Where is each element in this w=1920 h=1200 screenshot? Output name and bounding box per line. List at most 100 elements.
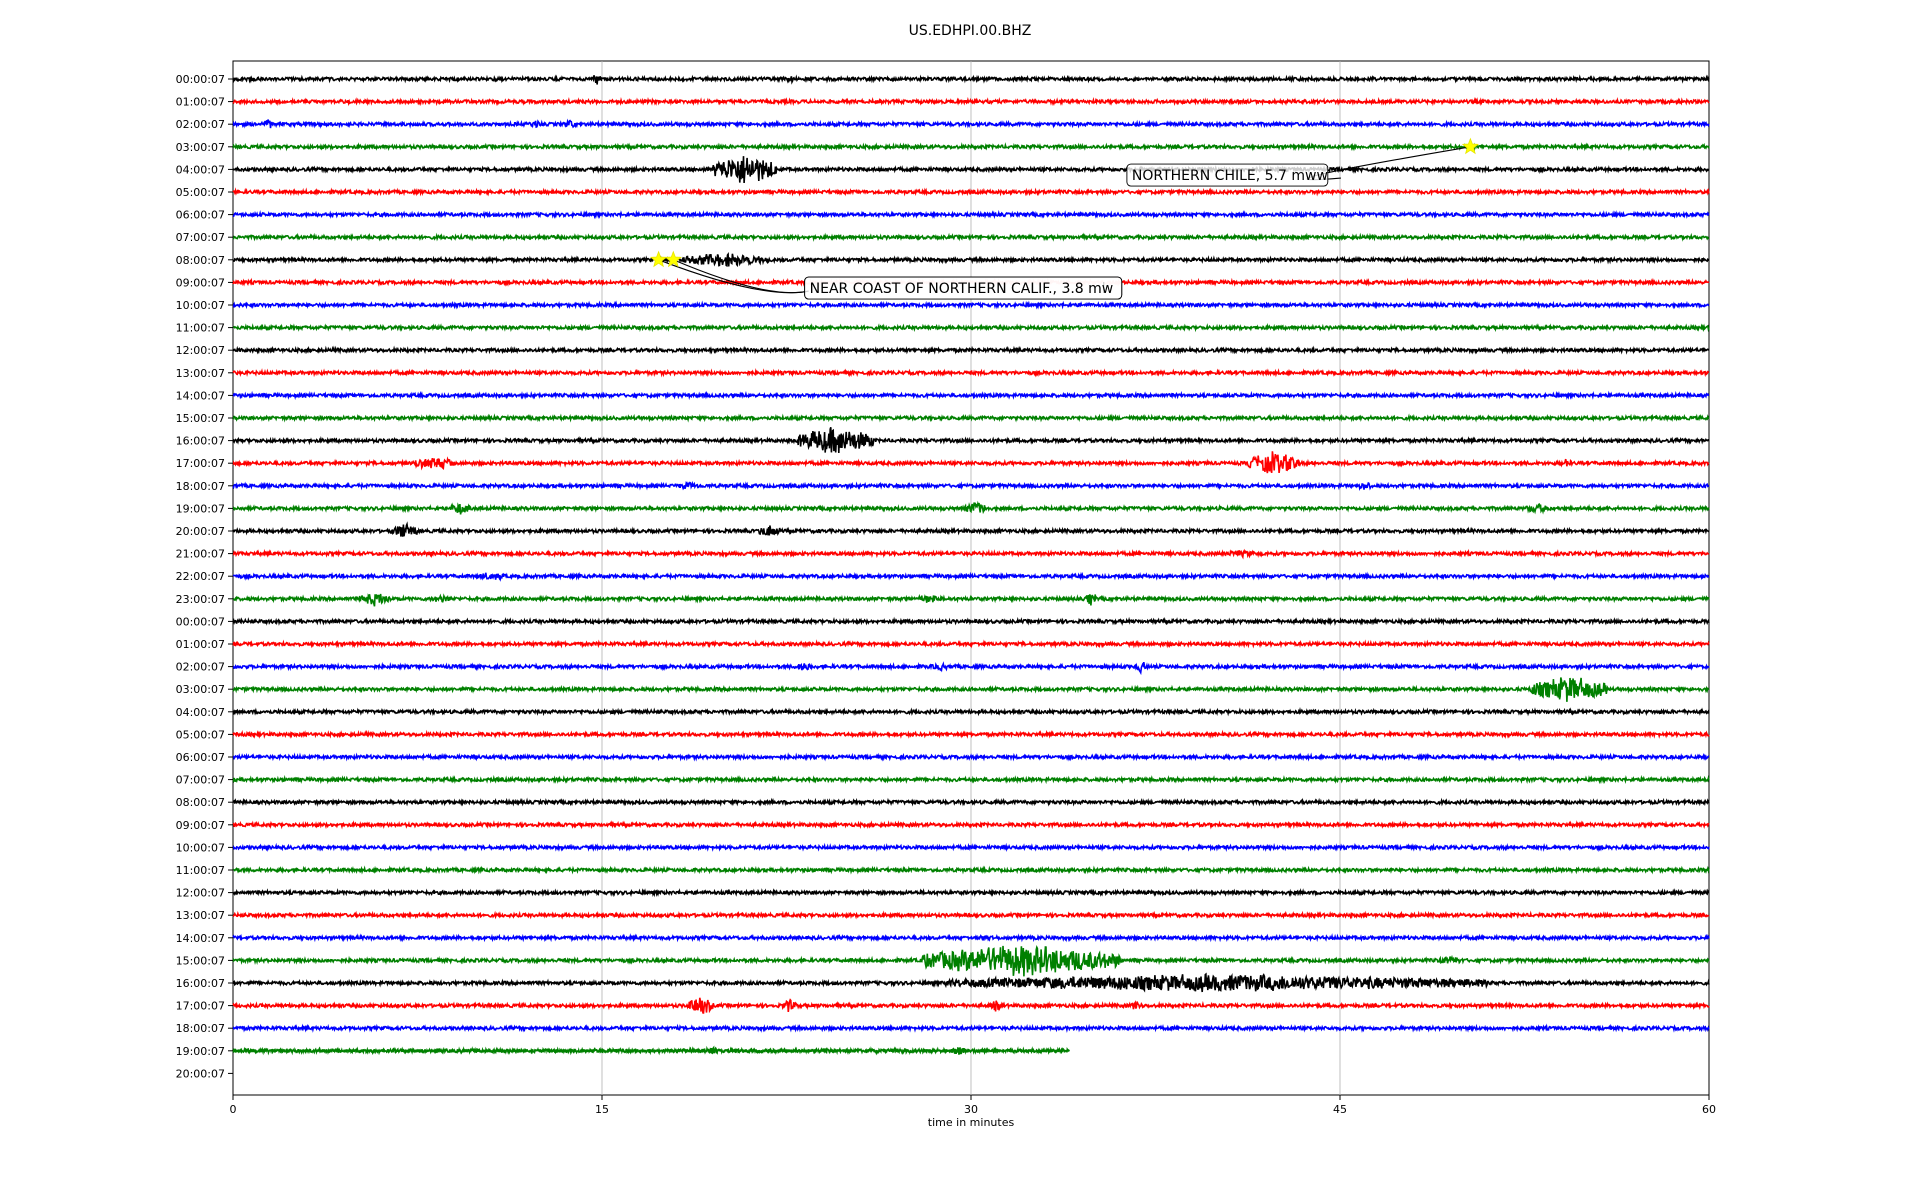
trace-line bbox=[232, 232, 1710, 242]
trace-line bbox=[232, 887, 1710, 898]
trace-line bbox=[232, 96, 1710, 107]
row-label: 07:00:07 bbox=[176, 231, 225, 244]
row-label: 02:00:07 bbox=[176, 118, 225, 131]
event-star-marker bbox=[1461, 137, 1480, 155]
row-label: 07:00:07 bbox=[176, 774, 225, 787]
row-label: 00:00:07 bbox=[176, 73, 225, 86]
trace-line bbox=[232, 156, 1710, 184]
trace-line bbox=[232, 300, 1710, 310]
row-label: 15:00:07 bbox=[176, 954, 225, 967]
trace-line bbox=[232, 322, 1710, 333]
row-label: 21:00:07 bbox=[176, 548, 225, 561]
row-label: 18:00:07 bbox=[176, 1022, 225, 1035]
x-tick-label: 45 bbox=[1333, 1103, 1347, 1116]
row-label: 01:00:07 bbox=[176, 96, 225, 109]
trace-line bbox=[232, 368, 1710, 378]
row-label: 10:00:07 bbox=[176, 841, 225, 854]
trace-line bbox=[232, 1045, 1071, 1056]
trace-line bbox=[232, 707, 1710, 717]
x-tick-label: 30 bbox=[964, 1103, 978, 1116]
row-labels-group: 00:00:07 01:00:07 02:00:07 03:00:07 04:00:07… bbox=[176, 73, 233, 1080]
row-label: 19:00:07 bbox=[176, 502, 225, 515]
x-tick-label: 0 bbox=[230, 1103, 237, 1116]
trace-line bbox=[232, 521, 1710, 537]
row-label: 12:00:07 bbox=[176, 887, 225, 900]
trace-line bbox=[232, 142, 1710, 152]
trace-line bbox=[232, 661, 1710, 676]
row-label: 03:00:07 bbox=[176, 141, 225, 154]
trace-line bbox=[232, 390, 1710, 401]
row-label: 16:00:07 bbox=[176, 977, 225, 990]
trace-line bbox=[232, 797, 1710, 807]
x-tick-label: 15 bbox=[595, 1103, 609, 1116]
row-label: 15:00:07 bbox=[176, 412, 225, 425]
trace-line bbox=[232, 187, 1710, 197]
row-label: 05:00:07 bbox=[176, 186, 225, 199]
row-label: 22:00:07 bbox=[176, 570, 225, 583]
x-ticks-group: 0 15 30 45 60 bbox=[230, 1095, 1716, 1116]
trace-line bbox=[232, 74, 1710, 85]
annotation-connector bbox=[1306, 146, 1471, 181]
row-label: 20:00:07 bbox=[176, 525, 225, 538]
row-label: 14:00:07 bbox=[176, 932, 225, 945]
row-label: 09:00:07 bbox=[176, 819, 225, 832]
annotation-box bbox=[1126, 163, 1329, 187]
trace-line bbox=[232, 729, 1710, 740]
trace-line bbox=[232, 1023, 1710, 1033]
row-label: 16:00:07 bbox=[176, 435, 225, 448]
row-label: 17:00:07 bbox=[176, 1000, 225, 1013]
trace-line bbox=[232, 774, 1710, 785]
row-label: 10:00:07 bbox=[176, 299, 225, 312]
trace-line bbox=[232, 842, 1710, 853]
row-label: 11:00:07 bbox=[176, 322, 225, 335]
annotation-box bbox=[804, 276, 1123, 300]
trace-line bbox=[232, 548, 1710, 560]
row-label: 06:00:07 bbox=[176, 751, 225, 764]
trace-line bbox=[232, 209, 1710, 220]
trace-line bbox=[232, 639, 1710, 649]
trace-line bbox=[232, 345, 1710, 355]
row-label: 01:00:07 bbox=[176, 638, 225, 651]
annotation-connector bbox=[658, 259, 809, 294]
x-axis-label: time in minutes bbox=[928, 1116, 1015, 1129]
trace-line bbox=[232, 118, 1710, 129]
row-label: 05:00:07 bbox=[176, 728, 225, 741]
row-label: 00:00:07 bbox=[176, 615, 225, 628]
row-label: 03:00:07 bbox=[176, 683, 225, 696]
trace-line bbox=[232, 865, 1710, 875]
trace-line bbox=[232, 752, 1710, 762]
row-label: 11:00:07 bbox=[176, 864, 225, 877]
trace-line bbox=[232, 413, 1710, 423]
trace-line bbox=[232, 251, 1710, 268]
trace-line bbox=[232, 933, 1710, 943]
trace-line bbox=[232, 910, 1710, 920]
trace-line bbox=[232, 480, 1710, 491]
event-annotation-label: NORTHERN CHILE, 5.7 mww bbox=[1132, 168, 1328, 184]
trace-line bbox=[232, 427, 1710, 454]
markers-group: NORTHERN CHILE, 5.7 mww NEAR COAST OF NOR… bbox=[649, 137, 1480, 300]
trace-line bbox=[232, 944, 1710, 977]
row-label: 13:00:07 bbox=[176, 909, 225, 922]
row-label: 23:00:07 bbox=[176, 593, 225, 606]
chart-title: US.EDHPI.00.BHZ bbox=[909, 23, 1032, 39]
x-tick-label: 60 bbox=[1702, 1103, 1716, 1116]
event-star-marker bbox=[649, 250, 668, 268]
row-label: 13:00:07 bbox=[176, 367, 225, 380]
trace-line bbox=[232, 972, 1710, 993]
trace-line bbox=[232, 571, 1710, 582]
grid-lines bbox=[601, 61, 1341, 1095]
row-label: 12:00:07 bbox=[176, 344, 225, 357]
row-label: 19:00:07 bbox=[176, 1045, 225, 1058]
trace-line bbox=[232, 500, 1710, 515]
row-label: 17:00:07 bbox=[176, 457, 225, 470]
trace-line bbox=[232, 451, 1710, 474]
row-label: 08:00:07 bbox=[176, 796, 225, 809]
row-label: 04:00:07 bbox=[176, 706, 225, 719]
trace-line bbox=[232, 593, 1710, 607]
trace-line bbox=[232, 820, 1710, 830]
event-star-marker bbox=[664, 250, 682, 268]
event-annotation-label: NEAR COAST OF NORTHERN CALIF., 3.8 mw bbox=[810, 281, 1114, 297]
row-label: 02:00:07 bbox=[176, 661, 225, 674]
row-label: 09:00:07 bbox=[176, 276, 225, 289]
